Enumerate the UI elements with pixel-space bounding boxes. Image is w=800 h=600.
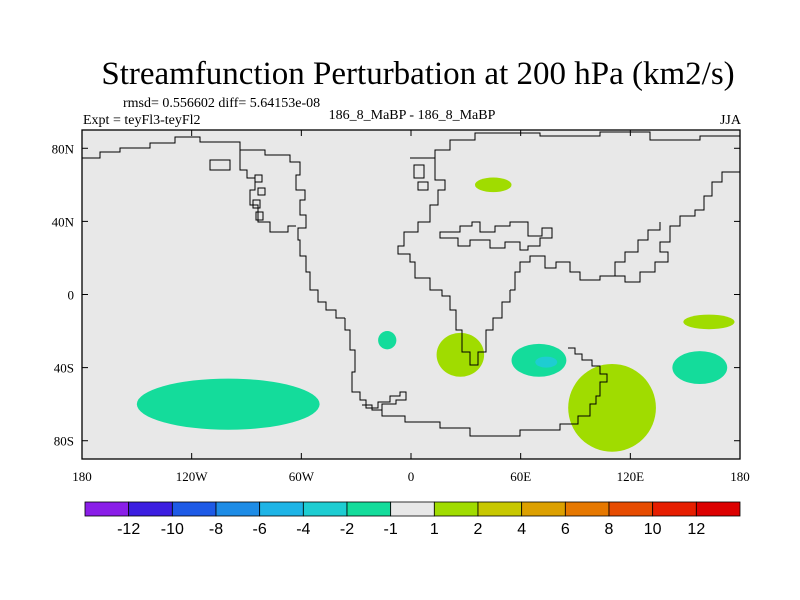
colorbar-label: -6 — [253, 521, 267, 538]
coastline-mediterranean — [439, 221, 553, 251]
anomaly-patch — [474, 177, 512, 193]
coastlines — [82, 131, 740, 437]
coastline-north-america — [82, 136, 345, 319]
y-tick-label: 0 — [68, 288, 75, 303]
anomaly-patch — [436, 332, 485, 377]
x-tick-label: 180 — [730, 469, 750, 484]
x-axis: 180 120W 60W 0 60E 120E 180 — [72, 130, 750, 484]
anomaly-patch — [136, 378, 320, 430]
coastline-europe-africa — [397, 158, 511, 366]
coastline-south-america — [344, 318, 407, 411]
anomaly-patch — [378, 331, 397, 350]
case-label: 186_8_MaBP - 186_8_MaBP — [329, 108, 496, 123]
anomaly-patch — [535, 356, 558, 368]
colorbar: -12 -10 -8 -6 -4 -2 -1 1 2 4 6 8 10 12 — [84, 501, 741, 538]
y-axis: 80N 40N 0 40S 80S — [52, 141, 740, 449]
colorbar-swatch — [433, 501, 479, 517]
coastline-alaska — [239, 150, 296, 233]
y-tick-label: 40N — [52, 214, 75, 229]
colorbar-label: -4 — [296, 521, 310, 538]
colorbar-swatch — [128, 501, 173, 517]
colorbar-swatch — [390, 501, 435, 517]
y-tick-label: 80N — [52, 141, 75, 156]
anomaly-patch — [683, 314, 735, 330]
colorbar-label: 10 — [644, 521, 662, 538]
x-tick-label: 0 — [408, 469, 415, 484]
coastline-antarctica — [381, 347, 608, 437]
colorbar-label: 4 — [517, 521, 526, 538]
anomaly-patch — [672, 351, 728, 385]
colorbar-swatch — [346, 501, 392, 517]
colorbar-swatch — [171, 501, 217, 517]
colorbar-label: -8 — [209, 521, 223, 538]
stats-line: rmsd= 0.556602 diff= 5.64153e-08 — [123, 96, 320, 111]
colorbar-swatch — [608, 501, 654, 517]
colorbar-label: -12 — [117, 521, 140, 538]
y-tick-label: 80S — [54, 434, 74, 449]
colorbar-label: -10 — [161, 521, 184, 538]
y-tick-label: 40S — [54, 361, 74, 376]
colorbar-label: 1 — [430, 521, 439, 538]
coastline-islands — [252, 164, 429, 221]
anomaly-layer — [136, 177, 735, 452]
colorbar-swatch — [215, 501, 261, 517]
colorbar-label: 12 — [687, 521, 705, 538]
season-label: JJA — [720, 113, 742, 128]
x-tick-label: 180 — [72, 469, 92, 484]
colorbar-swatch — [564, 501, 610, 517]
colorbar-swatch — [259, 501, 304, 517]
coastline-eurasia-north — [410, 131, 740, 159]
colorbar-swatch — [84, 501, 130, 517]
x-tick-label: 120E — [617, 469, 645, 484]
colorbar-swatch — [477, 501, 523, 517]
chart-title: Streamfunction Perturbation at 200 hPa (… — [101, 56, 734, 92]
x-tick-label: 120W — [176, 469, 209, 484]
colorbar-label: 6 — [561, 521, 570, 538]
colorbar-swatch — [695, 501, 741, 517]
colorbar-label: 2 — [474, 521, 483, 538]
colorbar-swatch — [521, 501, 566, 517]
coastline-greenland — [209, 159, 231, 171]
experiment-label: Expt = teyFl3-teyFl2 — [83, 113, 201, 128]
x-tick-label: 60W — [289, 469, 315, 484]
coastline-asia — [510, 171, 740, 291]
colorbar-label: 8 — [605, 521, 614, 538]
colorbar-label: -1 — [384, 521, 398, 538]
coastline-east-asia — [600, 222, 661, 277]
colorbar-swatch — [652, 501, 697, 517]
anomaly-patch — [568, 363, 656, 452]
colorbar-swatch — [302, 501, 348, 517]
x-tick-label: 60E — [510, 469, 531, 484]
colorbar-label: -2 — [340, 521, 354, 538]
